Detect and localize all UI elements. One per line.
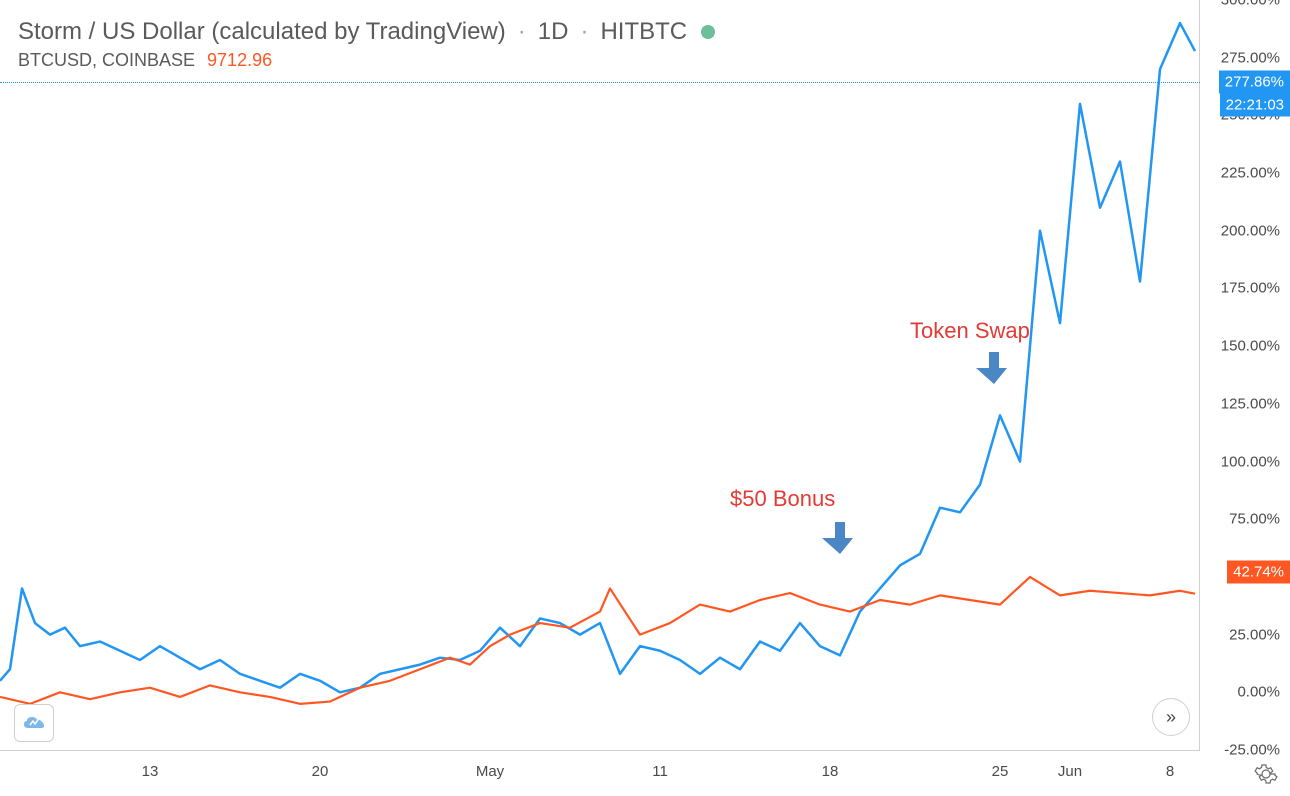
annotation-text: $50 Bonus — [730, 486, 835, 512]
gear-icon — [1254, 762, 1278, 786]
chevron-double-right-icon: » — [1166, 707, 1176, 728]
y-axis-label: 225.00% — [1221, 165, 1280, 182]
series-btcusd — [0, 577, 1195, 704]
y-axis-label: 125.00% — [1221, 395, 1280, 412]
y-axis-label: 25.00% — [1229, 626, 1280, 643]
y-axis-label: 175.00% — [1221, 280, 1280, 297]
x-axis-label: 20 — [312, 763, 329, 780]
x-axis-label: May — [476, 763, 504, 780]
x-axis-label: 11 — [652, 763, 668, 780]
y-axis-label: 0.00% — [1237, 684, 1280, 701]
series-storm — [0, 23, 1195, 692]
x-axis[interactable]: 13 20 May 11 18 25 Jun 8 — [0, 750, 1200, 796]
cloud-icon — [22, 714, 46, 732]
y-axis-label: 275.00% — [1221, 49, 1280, 66]
x-axis-label: Jun — [1058, 763, 1082, 780]
price-tag-btcusd: 42.74% — [1227, 561, 1290, 584]
countdown-tag: 22:21:03 — [1220, 94, 1290, 117]
y-axis[interactable]: -25.00%0.00%25.00%50.00%75.00%100.00%125… — [1200, 0, 1290, 750]
y-axis-label: 150.00% — [1221, 338, 1280, 355]
x-axis-label: 25 — [992, 763, 1009, 780]
scroll-to-end-button[interactable]: » — [1152, 698, 1190, 736]
publish-idea-button[interactable] — [14, 704, 54, 742]
chart-plot[interactable] — [0, 0, 1200, 750]
y-axis-label: 75.00% — [1229, 511, 1280, 528]
x-axis-label: 13 — [142, 763, 159, 780]
annotation-text: Token Swap — [910, 318, 1030, 344]
x-axis-label: 8 — [1166, 763, 1174, 780]
arrow-down-icon — [822, 520, 858, 556]
chart-settings-button[interactable] — [1254, 762, 1278, 786]
x-axis-label: 18 — [822, 763, 839, 780]
arrow-down-icon — [976, 350, 1012, 386]
y-axis-label: 100.00% — [1221, 453, 1280, 470]
price-tag-storm: 277.86% — [1219, 71, 1290, 94]
y-axis-label: -25.00% — [1224, 742, 1280, 759]
y-axis-label: 200.00% — [1221, 222, 1280, 239]
y-axis-label: 300.00% — [1221, 0, 1280, 9]
